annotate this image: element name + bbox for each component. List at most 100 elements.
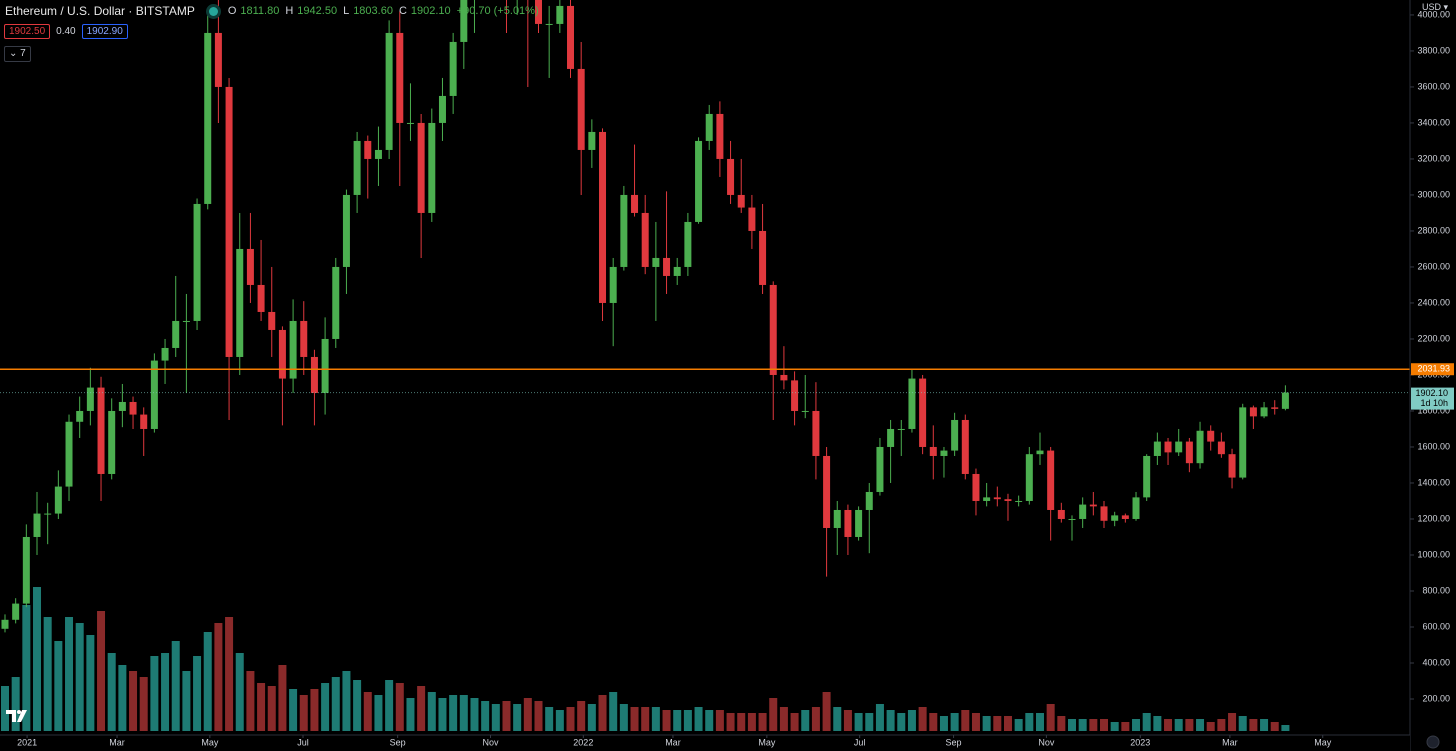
sell-button[interactable]: 1902.50 <box>4 24 51 39</box>
volume-bar <box>438 698 447 731</box>
last-price-label: 1902.10 <box>1415 388 1448 398</box>
volume-bar <box>726 713 735 731</box>
y-tick-label: 2400.00 <box>1417 297 1450 307</box>
candle-body <box>1057 509 1065 519</box>
volume-bar <box>1089 719 1098 731</box>
candle-body <box>961 419 969 474</box>
candle-body <box>780 374 788 381</box>
x-tick-label: Sep <box>390 737 406 747</box>
volume-bar <box>97 611 106 731</box>
y-tick-label: 200.00 <box>1422 693 1450 703</box>
y-tick-label: 3400.00 <box>1417 117 1450 127</box>
volume-bar <box>769 698 778 731</box>
candle-body <box>1228 454 1236 478</box>
y-tick-label: 1000.00 <box>1417 549 1450 559</box>
time-axis-bg <box>0 735 1410 751</box>
volume-bar <box>1100 719 1109 731</box>
candle-body <box>737 194 745 208</box>
currency-menu[interactable]: USD ▾ <box>1421 2 1448 12</box>
symbol-legend: Ethereum / U.S. Dollar · BITSTAMP O 1811.… <box>5 3 541 19</box>
volume-bar <box>833 707 842 731</box>
legend-change: +90.70 (+5.01%) <box>456 5 539 17</box>
candle-body <box>1196 430 1204 464</box>
volume-bar <box>278 665 287 731</box>
auto-scale-button[interactable] <box>1426 735 1440 749</box>
candle-body <box>855 509 863 537</box>
candle-body <box>705 113 713 141</box>
volume-bar <box>737 713 746 731</box>
x-tick-label: Nov <box>1038 737 1055 747</box>
candle-body <box>929 446 937 456</box>
volume-bar <box>395 683 404 731</box>
x-tick-label: May <box>758 737 776 747</box>
candle-body <box>257 284 265 312</box>
y-tick-label: 4000.00 <box>1417 9 1450 19</box>
volume-bar <box>449 695 458 731</box>
candle-body <box>108 410 116 474</box>
volume-bar <box>939 716 948 731</box>
volume-bar <box>342 671 351 731</box>
candle-body <box>428 122 436 213</box>
volume-bar <box>705 710 714 731</box>
volume-bar <box>1035 713 1044 731</box>
x-tick-label: Jul <box>297 737 309 747</box>
volume-bar <box>694 707 703 731</box>
volume-bar <box>246 671 255 731</box>
volume-bar <box>598 695 607 731</box>
volume-bar <box>843 710 852 731</box>
quote-panel: 1902.50 0.40 1902.90 <box>4 24 128 39</box>
x-tick-label: Mar <box>1222 737 1238 747</box>
volume-bar <box>993 716 1002 731</box>
candle-body <box>342 194 350 267</box>
indicator-toggle[interactable]: ⌄ 7 <box>4 46 31 62</box>
candle-body <box>1068 518 1076 520</box>
candle-body <box>1185 441 1193 464</box>
volume-bar <box>1003 716 1012 731</box>
volume-bar <box>193 656 202 731</box>
volume-bar <box>150 656 159 731</box>
candle-body <box>374 149 382 159</box>
candle-body <box>673 266 681 276</box>
volume-bar <box>566 707 575 731</box>
candle-body <box>417 122 425 213</box>
candle-body <box>631 194 639 213</box>
y-tick-label: 1800.00 <box>1417 405 1450 415</box>
x-tick-label: 2022 <box>573 737 593 747</box>
y-tick-label: 2800.00 <box>1417 225 1450 235</box>
volume-bar <box>1110 722 1119 731</box>
symbol-title: Ethereum / U.S. Dollar · BITSTAMP <box>5 4 195 18</box>
candle-body <box>246 248 254 285</box>
volume-bar <box>1068 719 1076 731</box>
candle-body <box>161 347 169 361</box>
market-status[interactable] <box>208 6 218 16</box>
candle-body <box>993 497 1001 500</box>
volume-bar <box>907 710 916 731</box>
volume-bar <box>897 713 906 731</box>
volume-bar <box>1196 719 1205 731</box>
candle-body <box>76 410 84 422</box>
volume-bar <box>374 695 383 731</box>
x-tick-label: May <box>1314 737 1332 747</box>
overlay-layer <box>0 368 1410 394</box>
volume-bar <box>203 632 212 731</box>
candle-body <box>727 158 735 195</box>
candle-body <box>919 378 927 447</box>
candle-body <box>801 410 809 412</box>
volume-bar <box>609 692 618 731</box>
buy-button[interactable]: 1902.90 <box>81 24 128 39</box>
candle-body <box>1260 407 1268 417</box>
candle-body <box>1164 441 1172 453</box>
volume-bar <box>11 677 20 731</box>
volume-bar <box>854 713 863 731</box>
candle-body <box>759 230 767 285</box>
y-tick-label: 1200.00 <box>1417 513 1450 523</box>
volume-bar <box>886 710 895 731</box>
candle-body <box>812 410 820 456</box>
volume-bar <box>801 710 810 731</box>
tv-logo <box>6 710 27 722</box>
volume-bar <box>1260 719 1269 731</box>
candle-body <box>1217 441 1225 455</box>
volume-bar <box>630 707 639 731</box>
volume-bar <box>129 671 138 731</box>
